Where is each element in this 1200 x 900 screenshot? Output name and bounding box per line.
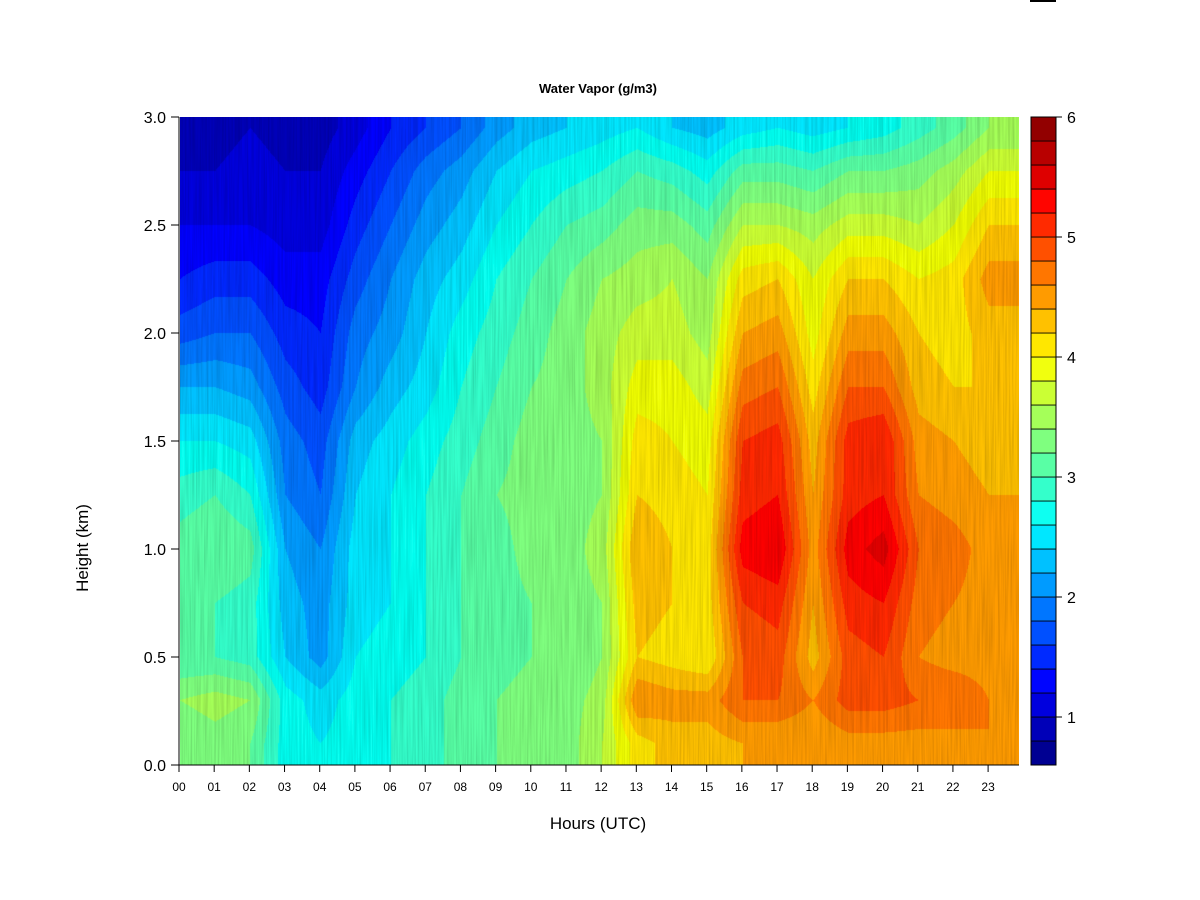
x-axis: 00 01 02 03 04 05 06 07 08 09 10 11 12 13 14 15 16 17 18 19… [172, 764, 1019, 794]
colorbar-cell [1030, 476, 1057, 502]
x-tick-label: 04 [313, 780, 327, 794]
x-tick-label: 22 [946, 780, 960, 794]
colorbar-cell [1030, 404, 1057, 430]
colorbar-cell [1030, 260, 1057, 286]
colorbar-tick-label: 4 [1067, 350, 1076, 367]
colorbar-cell [1030, 668, 1057, 694]
colorbar-cell [1030, 500, 1057, 526]
colorbar-cell [1030, 236, 1057, 262]
colorbar-cell [1030, 548, 1057, 574]
x-tick-label: 08 [454, 780, 468, 794]
colorbar-cell [1030, 164, 1057, 190]
colorbar-tick-label: 6 [1067, 110, 1076, 127]
x-tick-label: 15 [700, 780, 714, 794]
y-tick-label: 0.5 [144, 650, 166, 667]
colorbar-cell [1030, 380, 1057, 406]
x-tick-label: 17 [770, 780, 784, 794]
y-axis: 0.0 0.5 1.0 1.5 2.0 2.5 3.0 [144, 110, 180, 775]
corner-legend-mark [1030, 0, 1056, 2]
x-tick-label: 11 [560, 780, 573, 794]
colorbar-tick-label: 2 [1067, 590, 1076, 607]
heatmap-plot-area [180, 117, 1019, 765]
colorbar-cell [1030, 620, 1057, 646]
colorbar-tick-label: 5 [1067, 230, 1076, 247]
colorbar-cell [1030, 644, 1057, 670]
y-axis-label: Height (km) [73, 504, 92, 592]
x-tick-label: 03 [278, 780, 292, 794]
y-axis-ticks: 0.0 0.5 1.0 1.5 2.0 2.5 3.0 [144, 110, 179, 775]
colorbar-cell [1030, 356, 1057, 382]
y-tick-label: 0.0 [144, 758, 166, 775]
x-tick-label: 06 [383, 780, 397, 794]
colorbar-cell [1030, 428, 1057, 454]
colorbar-cell [1030, 692, 1057, 718]
x-tick-label: 20 [876, 780, 890, 794]
x-tick-label: 00 [172, 780, 186, 794]
x-axis-ticks: 00 01 02 03 04 05 06 07 08 09 10 11 12 13 14 15 16 17 18 19… [172, 765, 995, 794]
x-tick-label: 21 [911, 780, 925, 794]
x-tick-label: 23 [981, 780, 995, 794]
x-tick-label: 18 [806, 780, 820, 794]
y-tick-label: 2.5 [144, 218, 166, 235]
chart-title: Water Vapor (g/m3) [539, 81, 657, 96]
y-tick-label: 1.5 [144, 434, 166, 451]
colorbar-cell [1030, 572, 1057, 598]
colorbar-frame [1030, 116, 1057, 766]
colorbar-cell [1030, 188, 1057, 214]
colorbar-cell [1030, 284, 1057, 310]
colorbar-cell [1030, 740, 1057, 766]
y-tick-label: 1.0 [144, 542, 166, 559]
x-tick-label: 14 [665, 780, 679, 794]
colorbar-cell [1030, 716, 1057, 742]
x-tick-label: 05 [348, 780, 362, 794]
colorbar-tick-label: 1 [1067, 710, 1076, 727]
colorbar-cell [1030, 116, 1057, 142]
y-tick-label: 3.0 [144, 110, 166, 127]
colorbar-cell [1030, 308, 1057, 334]
x-tick-label: 19 [841, 780, 855, 794]
x-tick-label: 02 [243, 780, 257, 794]
colorbar-cells [1030, 116, 1057, 766]
colorbar-ticks: 1 2 3 4 5 6 [1056, 110, 1076, 727]
colorbar: 1 2 3 4 5 6 [1030, 110, 1076, 766]
x-tick-label: 13 [630, 780, 644, 794]
colorbar-cell [1030, 452, 1057, 478]
x-tick-label: 09 [489, 780, 503, 794]
x-axis-label: Hours (UTC) [550, 814, 646, 833]
x-tick-label: 16 [735, 780, 749, 794]
x-tick-label: 07 [419, 780, 433, 794]
colorbar-cell [1030, 524, 1057, 550]
colorbar-tick-label: 3 [1067, 470, 1076, 487]
heatmap-raster [180, 117, 1019, 765]
colorbar-cell [1030, 596, 1057, 622]
y-tick-label: 2.0 [144, 326, 166, 343]
colorbar-cell [1030, 140, 1057, 166]
x-tick-label: 01 [207, 780, 221, 794]
x-tick-label: 10 [524, 780, 538, 794]
x-tick-label: 12 [594, 780, 608, 794]
colorbar-cell [1030, 212, 1057, 238]
colorbar-cell [1030, 332, 1057, 358]
